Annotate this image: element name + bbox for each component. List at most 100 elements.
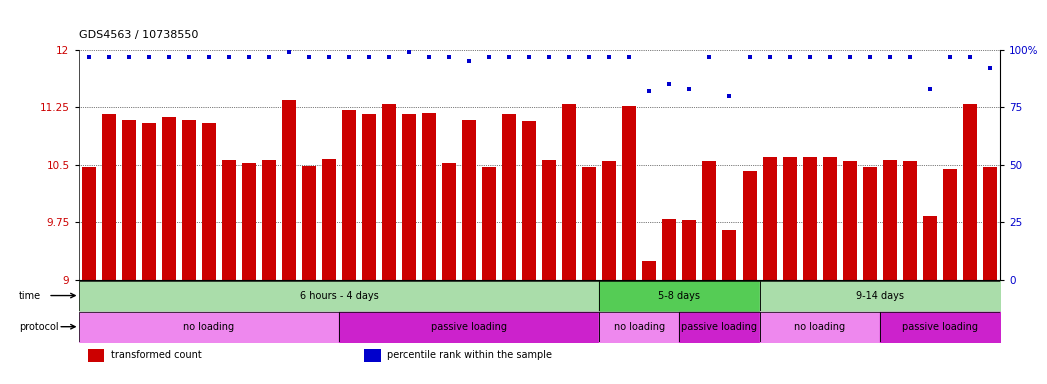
Bar (402, 114, 416, 280)
Bar (182, 121, 196, 280)
Point (500, 54, 517, 60)
Point (520, 54, 537, 60)
Bar (202, 123, 216, 280)
Text: percentile rank within the sample: percentile rank within the sample (387, 351, 552, 361)
Point (461, 58, 477, 65)
Bar (282, 100, 296, 280)
Point (761, 54, 778, 60)
Text: 5-8 days: 5-8 days (659, 291, 700, 301)
Bar (422, 113, 436, 280)
Bar (262, 160, 275, 280)
Point (180, 54, 197, 60)
Bar (382, 104, 396, 280)
Text: no loading: no loading (614, 322, 665, 332)
Bar (903, 161, 917, 280)
Point (561, 54, 578, 60)
Point (340, 54, 357, 60)
Point (842, 54, 859, 60)
Bar (983, 167, 997, 280)
Bar (141, 123, 156, 280)
Point (160, 54, 177, 60)
Point (441, 54, 458, 60)
Point (721, 93, 738, 99)
Bar (342, 110, 356, 280)
Bar (242, 164, 255, 280)
Point (701, 54, 718, 60)
Point (481, 54, 497, 60)
Bar (602, 161, 617, 280)
Point (741, 54, 758, 60)
Point (300, 54, 317, 60)
Point (140, 54, 157, 60)
Point (581, 54, 598, 60)
Bar (88, 349, 105, 362)
Bar (121, 121, 136, 280)
Point (541, 54, 558, 60)
Point (681, 86, 697, 92)
Point (821, 54, 838, 60)
Text: time: time (19, 291, 41, 301)
Bar (522, 121, 536, 280)
Bar (622, 106, 637, 280)
Bar (102, 114, 115, 280)
Point (241, 54, 258, 60)
Text: no loading: no loading (183, 322, 235, 332)
Bar (364, 349, 381, 362)
Bar (663, 218, 676, 280)
Point (901, 54, 918, 60)
Bar (782, 157, 797, 280)
Bar (482, 167, 496, 280)
Point (661, 81, 677, 88)
Bar (302, 167, 316, 280)
Bar (823, 157, 837, 280)
Bar (722, 230, 736, 280)
Bar (703, 161, 716, 280)
Point (281, 49, 297, 55)
Point (200, 54, 217, 60)
Text: passive loading: passive loading (682, 322, 757, 332)
Bar (362, 114, 376, 280)
Point (81, 54, 97, 60)
Text: no loading: no loading (794, 322, 845, 332)
Point (961, 54, 978, 60)
Text: transformed count: transformed count (111, 351, 201, 361)
Bar (442, 164, 456, 280)
Bar (643, 261, 656, 280)
Bar (742, 171, 757, 280)
Bar (503, 114, 516, 280)
Bar (803, 157, 817, 280)
Bar (942, 169, 957, 280)
Point (601, 54, 618, 60)
Bar (843, 161, 856, 280)
Point (941, 54, 958, 60)
Point (101, 54, 117, 60)
Point (981, 65, 998, 71)
Bar (762, 157, 777, 280)
Bar (582, 167, 597, 280)
Text: passive loading: passive loading (431, 322, 507, 332)
Text: GDS4563 / 10738550: GDS4563 / 10738550 (79, 30, 198, 40)
Point (401, 49, 418, 55)
Bar (462, 121, 476, 280)
Bar (863, 167, 876, 280)
Bar (161, 117, 176, 280)
Point (621, 54, 638, 60)
Text: 9-14 days: 9-14 days (855, 291, 904, 301)
Point (801, 54, 818, 60)
Bar (321, 159, 336, 280)
Text: 6 hours - 4 days: 6 hours - 4 days (299, 291, 378, 301)
Text: passive loading: passive loading (901, 322, 978, 332)
Bar (922, 216, 937, 280)
Point (781, 54, 798, 60)
Point (360, 54, 377, 60)
Point (261, 54, 277, 60)
Point (421, 54, 438, 60)
Point (862, 54, 878, 60)
Bar (222, 160, 236, 280)
Bar (683, 220, 696, 280)
Bar (963, 104, 977, 280)
Point (882, 54, 898, 60)
Point (120, 54, 137, 60)
Point (320, 54, 337, 60)
Text: protocol: protocol (19, 322, 59, 332)
